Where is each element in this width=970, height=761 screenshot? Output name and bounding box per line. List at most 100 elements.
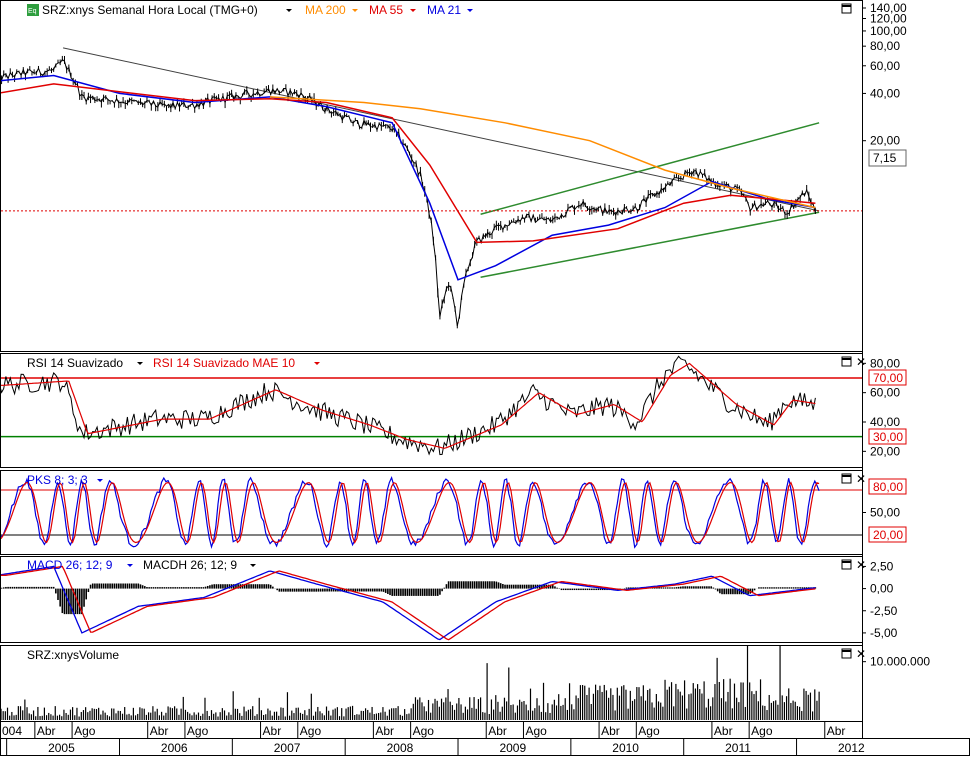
ma55-dropdown-icon[interactable] xyxy=(410,9,416,12)
year-label: 2006 xyxy=(161,741,188,755)
volume-axis-label: 10.000.000 xyxy=(870,655,930,669)
rsi-low-level: 30,00 xyxy=(873,430,903,444)
month-label: Abr xyxy=(601,724,620,738)
price-axis-label: 120,00 xyxy=(870,12,907,26)
rsi-high-level: 70,00 xyxy=(873,371,903,385)
month-label: Abr xyxy=(488,724,507,738)
price-axis-label: 60,00 xyxy=(870,59,900,73)
macd-axis-label: -5,00 xyxy=(870,626,898,640)
price-axis-label: 80,00 xyxy=(870,39,900,53)
frame-price xyxy=(0,0,863,352)
symbol-dropdown-icon[interactable] xyxy=(286,9,292,12)
year-label: 2012 xyxy=(838,741,865,755)
pks-label[interactable]: PKS 8; 3; 3 xyxy=(27,473,88,487)
ma55-line xyxy=(1,83,816,244)
macd-line xyxy=(1,565,816,641)
macd-panel-marks xyxy=(1,565,817,641)
frame-volume xyxy=(0,645,863,722)
year-label: 2011 xyxy=(725,741,751,755)
year-label: 2009 xyxy=(499,741,526,755)
volume-panel-marks xyxy=(1,646,820,720)
pks-d-line xyxy=(1,481,820,544)
last-price-label: 7,15 xyxy=(873,151,897,165)
month-label: Abr xyxy=(150,724,169,738)
maximize-volume-icon[interactable] xyxy=(841,648,852,659)
price-axis-label: 100,00 xyxy=(870,24,907,38)
pks-high-tag xyxy=(868,478,907,495)
month-label: Ago xyxy=(525,724,547,738)
close-pks-icon[interactable]: ✕ xyxy=(856,472,866,486)
frame-pks xyxy=(0,470,863,555)
maximize-pks-icon[interactable] xyxy=(841,473,852,484)
resistance-trendline xyxy=(62,47,820,212)
year-label: 2008 xyxy=(387,741,414,755)
macd-signal-line xyxy=(1,565,816,641)
pks-low-level: 20,00 xyxy=(873,528,903,542)
month-label: Ago xyxy=(74,724,96,738)
price-axis-label: 40,00 xyxy=(870,86,900,100)
year-axis-band xyxy=(0,738,970,756)
macd-dropdown-icon[interactable] xyxy=(127,564,133,567)
year-label: 2005 xyxy=(48,741,75,755)
rsi-axis-label: 40,00 xyxy=(870,415,900,429)
pks-high-level: 80,00 xyxy=(873,480,903,494)
month-label: Ago xyxy=(187,724,209,738)
rsi-mae-label[interactable]: RSI 14 Suavizado MAE 10 xyxy=(153,356,295,370)
ma21-line xyxy=(1,74,816,281)
ma200-label[interactable]: MA 200 xyxy=(305,3,346,17)
month-label: Abr xyxy=(714,724,733,738)
month-label: Ago xyxy=(413,724,435,738)
rsi-axis-label: 80,00 xyxy=(870,356,900,370)
rsi-panel-marks xyxy=(1,355,862,456)
pks-k-line xyxy=(1,476,820,550)
pks-axis-label: 50,00 xyxy=(870,506,900,520)
macd-axis-label: 2,50 xyxy=(870,559,894,573)
rsi-high-tag xyxy=(868,369,907,386)
close-rsi-icon[interactable]: ✕ xyxy=(856,355,866,369)
price-panel-marks xyxy=(1,47,862,329)
rsi-axis-label: 60,00 xyxy=(870,386,900,400)
ma21-label[interactable]: MA 21 xyxy=(427,3,461,17)
macd-axis-label: -2,50 xyxy=(870,604,898,618)
price-line xyxy=(1,58,816,327)
ma200-dropdown-icon[interactable] xyxy=(352,9,358,12)
month-label: Abr xyxy=(375,724,394,738)
macdh-dropdown-icon[interactable] xyxy=(250,564,256,567)
pks-dropdown-icon[interactable] xyxy=(97,479,103,482)
pks-low-tag xyxy=(868,526,907,543)
symbol-title[interactable]: SRZ:xnys Semanal Hora Local (TMG+0) xyxy=(42,3,258,17)
eq-icon xyxy=(27,4,39,16)
rsi-mae-dropdown-icon[interactable] xyxy=(314,362,320,365)
macdh-label[interactable]: MACDH 26; 12; 9 xyxy=(143,558,237,572)
volume-label[interactable]: SRZ:xnysVolume xyxy=(27,648,119,662)
rsi-label[interactable]: RSI 14 Suavizado xyxy=(27,356,123,370)
maximize-rsi-icon[interactable] xyxy=(841,356,852,367)
year-label: 2010 xyxy=(612,741,639,755)
price-axis-label: 20,00 xyxy=(870,134,900,148)
month-label: Abr xyxy=(37,724,56,738)
month-label: Ago xyxy=(751,724,773,738)
close-macd-icon[interactable]: ✕ xyxy=(856,558,866,572)
ma21-dropdown-icon[interactable] xyxy=(467,9,473,12)
last-price-tag xyxy=(868,149,907,167)
channel-lower-line xyxy=(480,211,820,279)
month-label: Ago xyxy=(638,724,660,738)
maximize-main-icon[interactable] xyxy=(841,3,852,14)
price-axis-label: 140,00 xyxy=(870,1,907,15)
macd-label[interactable]: MACD 26; 12; 9 xyxy=(27,558,113,572)
rsi-dropdown-icon[interactable] xyxy=(137,362,143,365)
pks-panel-marks xyxy=(1,476,862,550)
month-label: Ago xyxy=(300,724,322,738)
month-label: Abr xyxy=(263,724,282,738)
channel-upper-line xyxy=(480,122,820,215)
month-label: 004 xyxy=(2,724,22,738)
close-volume-icon[interactable]: ✕ xyxy=(856,647,866,661)
ma55-label[interactable]: MA 55 xyxy=(369,3,403,17)
maximize-macd-icon[interactable] xyxy=(841,559,852,570)
rsi-axis-label: 20,00 xyxy=(870,444,900,458)
rsi-low-tag xyxy=(868,428,907,445)
rsi-line xyxy=(1,355,816,456)
